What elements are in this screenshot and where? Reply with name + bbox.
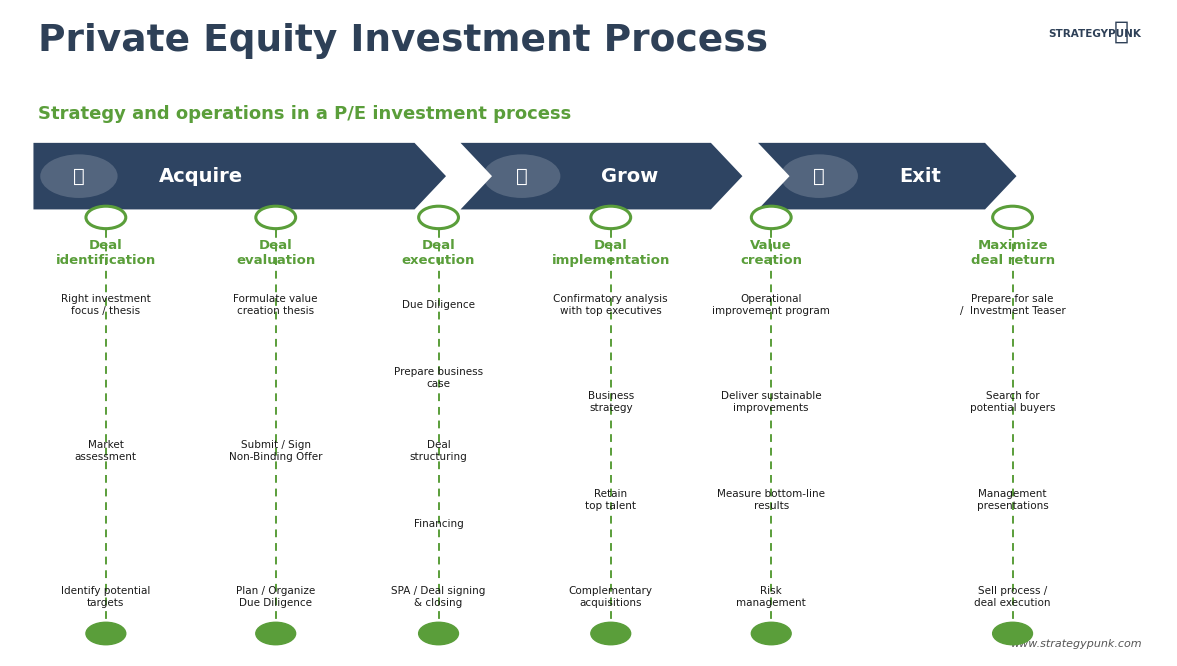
Circle shape — [419, 622, 459, 645]
Circle shape — [751, 622, 791, 645]
Text: Search for
potential buyers: Search for potential buyers — [970, 391, 1056, 413]
Circle shape — [86, 622, 126, 645]
Text: Measure bottom-line
results: Measure bottom-line results — [717, 489, 825, 511]
Circle shape — [419, 206, 459, 228]
Text: Plan / Organize
Due Diligence: Plan / Organize Due Diligence — [237, 586, 315, 608]
Text: Deal
structuring: Deal structuring — [410, 440, 467, 462]
Text: Sell process /
deal execution: Sell process / deal execution — [975, 586, 1051, 608]
Text: Retain
top talent: Retain top talent — [585, 489, 637, 511]
Circle shape — [992, 206, 1032, 228]
Text: 🧠: 🧠 — [1113, 19, 1129, 43]
Text: 🛒: 🛒 — [73, 166, 85, 186]
Circle shape — [255, 206, 295, 228]
Text: Deal
execution: Deal execution — [401, 238, 476, 267]
Text: Complementary
acquisitions: Complementary acquisitions — [568, 586, 653, 608]
Text: Risk
management: Risk management — [737, 586, 806, 608]
Text: Prepare business
case: Prepare business case — [394, 367, 483, 389]
Circle shape — [483, 155, 560, 198]
Circle shape — [255, 622, 295, 645]
Text: Value
creation: Value creation — [740, 238, 803, 267]
Text: Private Equity Investment Process: Private Equity Investment Process — [38, 23, 767, 59]
Text: Submit / Sign
Non-Binding Offer: Submit / Sign Non-Binding Offer — [230, 440, 322, 462]
Circle shape — [992, 622, 1032, 645]
Text: Formulate value
creation thesis: Formulate value creation thesis — [233, 294, 318, 316]
Text: Confirmatory analysis
with top executives: Confirmatory analysis with top executive… — [553, 294, 669, 316]
Text: Business
strategy: Business strategy — [587, 391, 634, 413]
Text: SPA / Deal signing
& closing: SPA / Deal signing & closing — [392, 586, 486, 608]
Text: Grow: Grow — [601, 166, 659, 186]
Text: 📈: 📈 — [516, 166, 527, 186]
Text: 🏷: 🏷 — [813, 166, 825, 186]
Circle shape — [591, 622, 631, 645]
Text: Market
assessment: Market assessment — [75, 440, 137, 462]
Text: Management
presentations: Management presentations — [977, 489, 1049, 511]
Polygon shape — [458, 141, 744, 211]
Circle shape — [780, 155, 858, 198]
Polygon shape — [754, 141, 1018, 211]
Text: Identify potential
targets: Identify potential targets — [61, 586, 151, 608]
Circle shape — [40, 155, 118, 198]
Text: www.strategypunk.com: www.strategypunk.com — [1010, 639, 1142, 649]
Text: Deal
identification: Deal identification — [55, 238, 157, 267]
Text: Deal
evaluation: Deal evaluation — [237, 238, 315, 267]
Text: Strategy and operations in a P/E investment process: Strategy and operations in a P/E investm… — [38, 105, 571, 123]
Text: Prepare for sale
/  Investment Teaser: Prepare for sale / Investment Teaser — [959, 294, 1065, 316]
Text: Due Diligence: Due Diligence — [403, 300, 476, 310]
Text: Exit: Exit — [899, 166, 940, 186]
Text: Financing: Financing — [413, 519, 464, 529]
Circle shape — [86, 206, 126, 228]
Circle shape — [591, 206, 631, 228]
Text: Maximize
deal return: Maximize deal return — [971, 238, 1055, 267]
Text: STRATEGYPUNK: STRATEGYPUNK — [1049, 29, 1142, 39]
Text: Operational
improvement program: Operational improvement program — [712, 294, 830, 316]
Text: Right investment
focus / thesis: Right investment focus / thesis — [61, 294, 151, 316]
Polygon shape — [32, 141, 448, 211]
Text: Acquire: Acquire — [159, 166, 242, 186]
Circle shape — [751, 206, 791, 228]
Text: Deal
implementation: Deal implementation — [552, 238, 670, 267]
Text: Deliver sustainable
improvements: Deliver sustainable improvements — [722, 391, 822, 413]
